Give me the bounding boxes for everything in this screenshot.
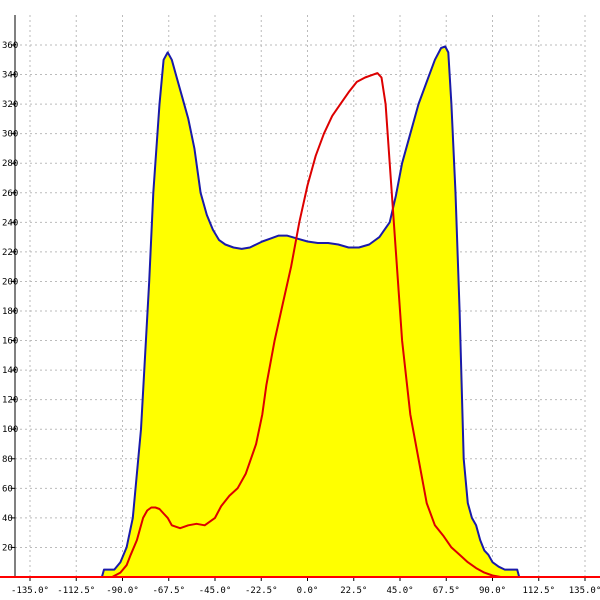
x-tick-label: -45.0° — [199, 586, 232, 596]
x-tick-label: -22.5° — [245, 586, 278, 596]
series-0-area — [101, 46, 520, 577]
x-tick-label: 22.5° — [340, 586, 367, 596]
y-tick-label: 200 — [2, 277, 18, 287]
y-tick-label: 280 — [2, 159, 18, 169]
x-tick-label: -135.0° — [11, 586, 49, 596]
y-tick-labels: 20 40 60 80 100 120 140 160 180 200 220 240 260 280 30… — [2, 41, 18, 553]
x-tick-label: -67.5° — [152, 586, 185, 596]
y-tick-label: 180 — [2, 307, 18, 317]
y-tick-label: 140 — [2, 366, 18, 376]
axes — [0, 15, 600, 578]
series-layer — [100, 45, 521, 578]
x-tick-label: 45.0° — [386, 586, 413, 596]
x-tick-label: 0.0° — [297, 586, 319, 596]
y-tick-label: 340 — [2, 71, 18, 81]
y-tick-label: 60 — [2, 484, 13, 494]
x-tick-label: 112.5° — [522, 586, 555, 596]
y-tick-label: 320 — [2, 100, 18, 110]
series-0-line — [100, 45, 521, 578]
y-tick-label: 240 — [2, 218, 18, 228]
y-tick-label: 220 — [2, 248, 18, 258]
x-tick-labels: -135.0° -112.5° -90.0° -67.5° -45.0° -22.5° 0.… — [11, 586, 600, 596]
y-tick-label: 20 — [2, 543, 13, 553]
y-tick-label: 160 — [2, 337, 18, 347]
y-tick-label: 100 — [2, 425, 18, 435]
y-tick-label: 80 — [2, 455, 13, 465]
x-tick-label: 135.0° — [569, 586, 600, 596]
y-tick-label: 120 — [2, 396, 18, 406]
series-1-line — [111, 72, 514, 578]
y-tick-label: 40 — [2, 514, 13, 524]
x-tick-label: -112.5° — [57, 586, 95, 596]
y-tick-label: 260 — [2, 189, 18, 199]
x-tick-label: 67.5° — [433, 586, 460, 596]
y-tick-label: 300 — [2, 130, 18, 140]
x-tick-label: 90.0° — [479, 586, 506, 596]
y-tick-label: 360 — [2, 41, 18, 51]
x-tick-label: -90.0° — [106, 586, 139, 596]
